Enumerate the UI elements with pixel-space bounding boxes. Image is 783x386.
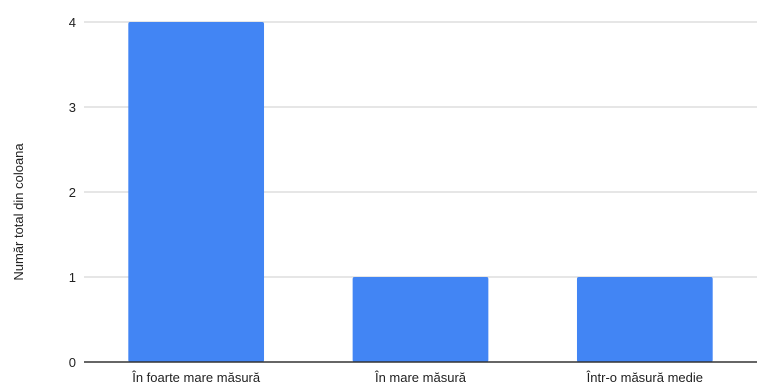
y-tick-label: 3 bbox=[69, 100, 76, 115]
bar bbox=[576, 277, 713, 362]
y-tick-label: 2 bbox=[69, 185, 76, 200]
x-tick-label: Într-o măsură medie bbox=[586, 370, 703, 385]
x-tick-label: În foarte mare măsură bbox=[131, 370, 261, 385]
y-tick-label: 0 bbox=[69, 355, 76, 370]
bar bbox=[352, 277, 489, 362]
x-tick-label: În mare măsură bbox=[374, 370, 467, 385]
bar bbox=[128, 22, 265, 362]
y-tick-label: 1 bbox=[69, 270, 76, 285]
y-tick-label: 4 bbox=[69, 15, 76, 30]
y-axis-ticks: 0 1 2 3 4 bbox=[69, 15, 76, 370]
bars bbox=[128, 22, 713, 362]
x-axis-ticks: În foarte mare măsură În mare măsură Într-… bbox=[131, 370, 703, 385]
y-axis-title: Număr total din coloana bbox=[11, 143, 26, 281]
